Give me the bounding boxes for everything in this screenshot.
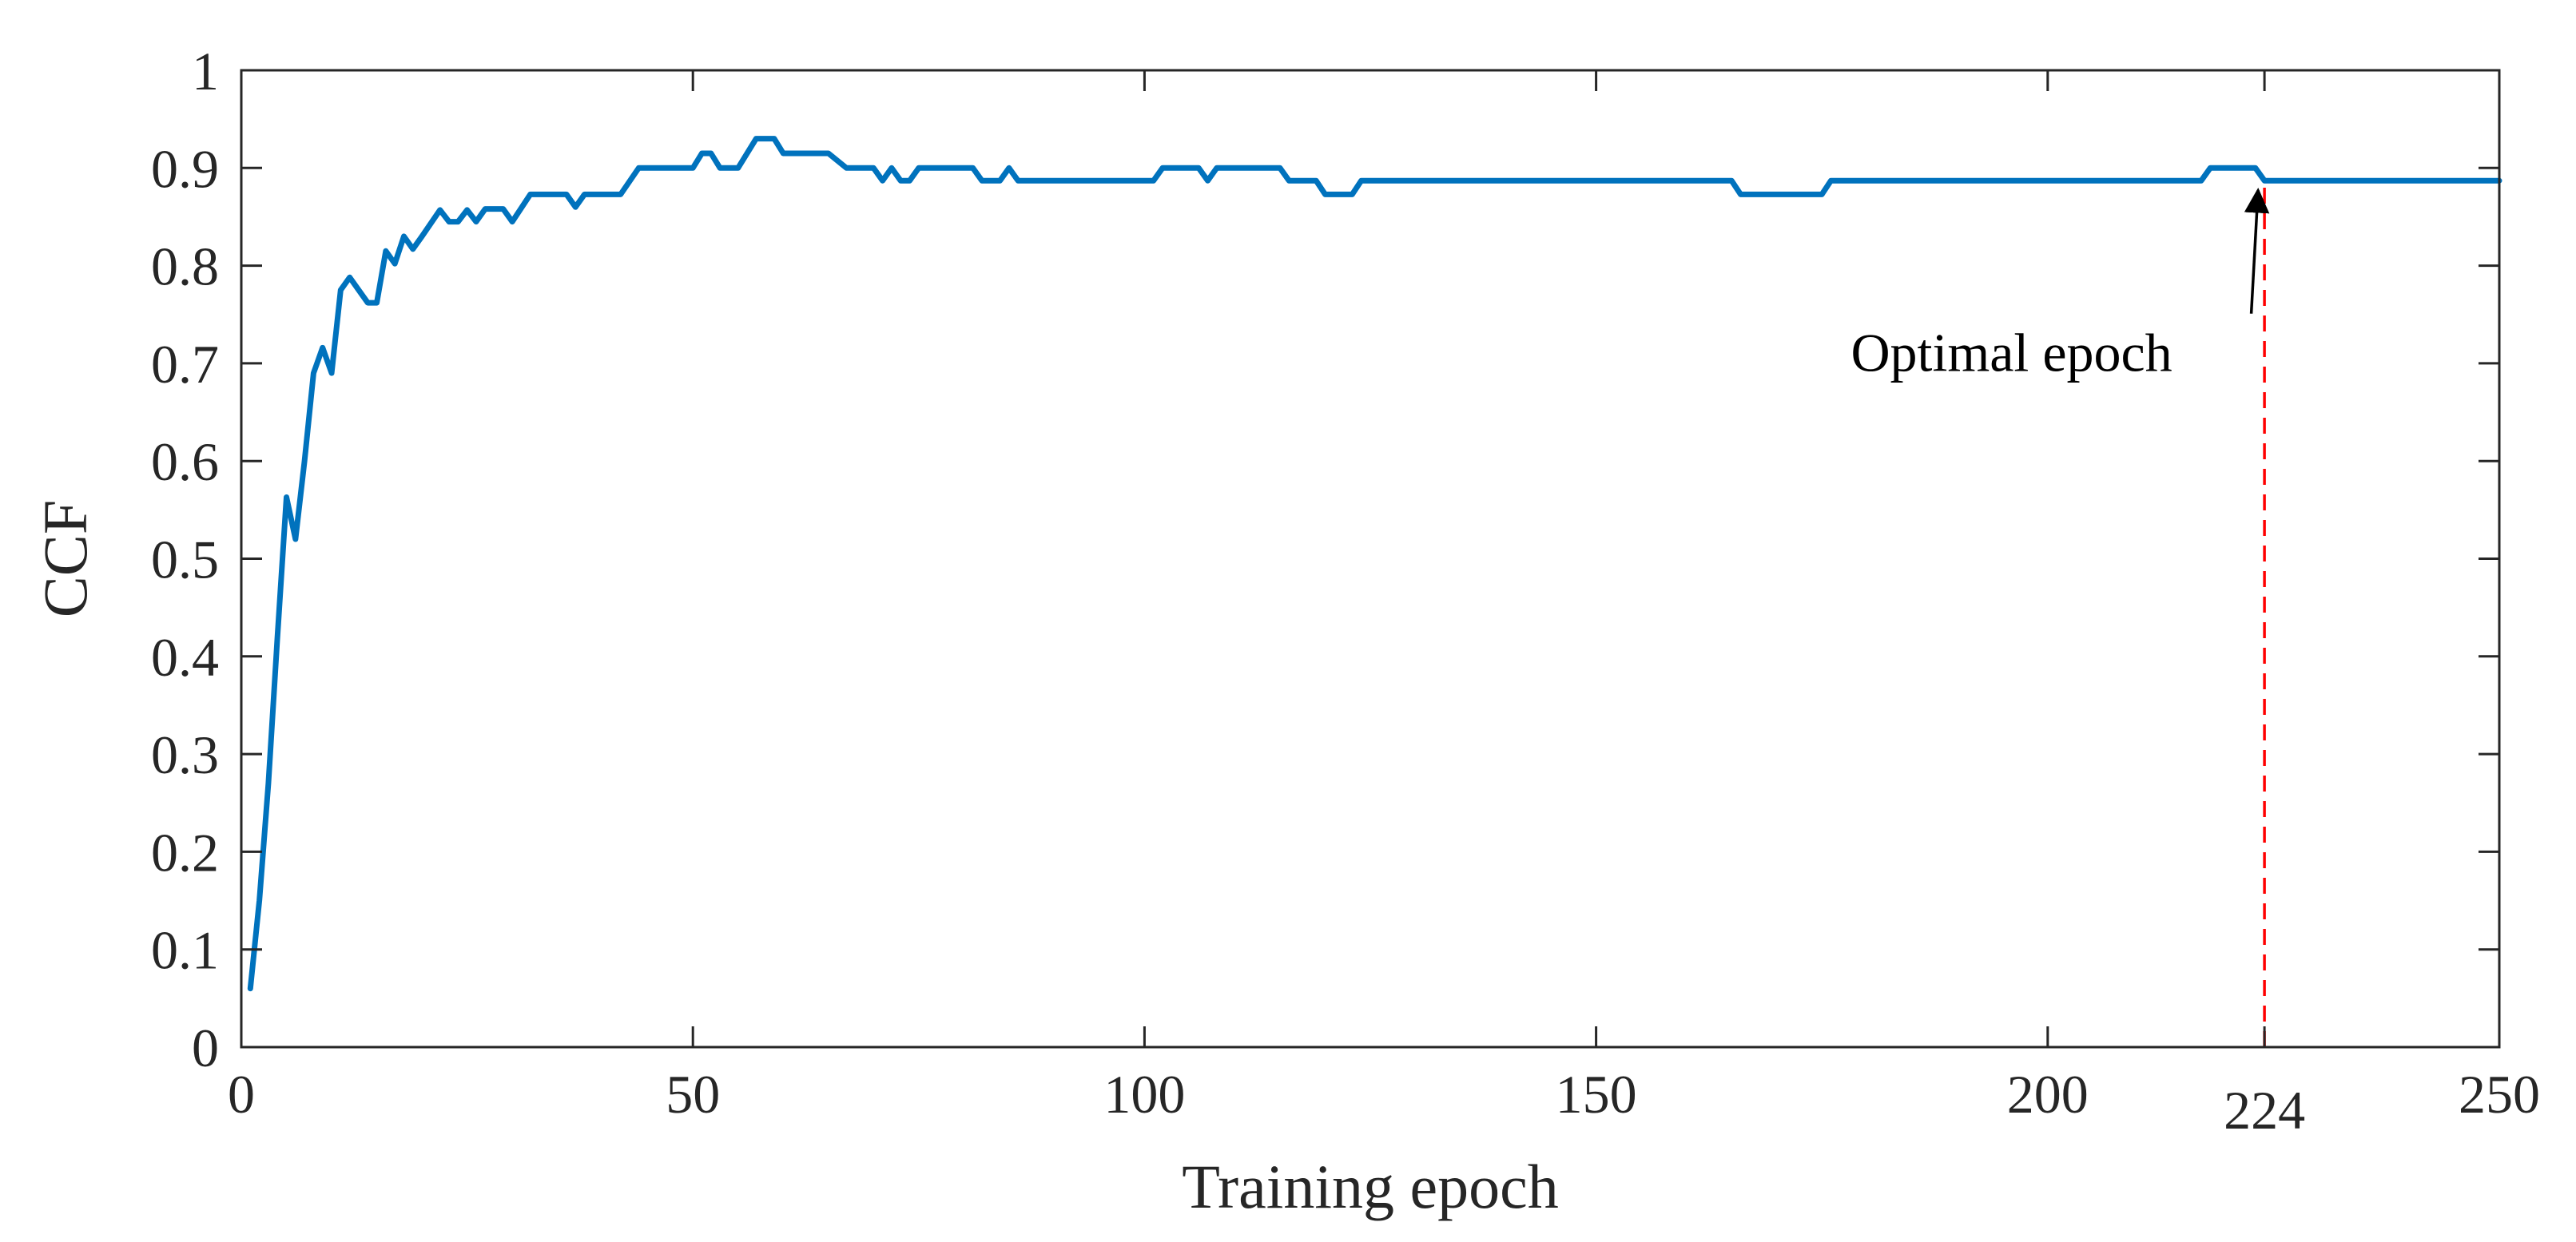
plot-area <box>241 70 2499 1047</box>
series-line-0 <box>247 136 2502 992</box>
x-tick-label: 200 <box>2007 1064 2089 1125</box>
y-tick-label: 0.5 <box>151 530 219 590</box>
y-tick-label: 0.2 <box>151 822 219 883</box>
x-tick-label: 250 <box>2459 1064 2540 1125</box>
annotations: Optimal epoch <box>1851 188 2270 383</box>
y-tick-label: 0.8 <box>151 236 219 297</box>
annotation-arrow <box>2244 188 2270 314</box>
x-tick-label: 150 <box>1556 1064 1637 1125</box>
y-axis-ticks: 0 0.1 0.2 0.3 0.4 0.5 0.6 0.7 0.8 0.9 1 <box>151 41 2499 1078</box>
x-tick-label: 100 <box>1103 1064 1185 1125</box>
y-tick-label: 0.9 <box>151 138 219 199</box>
x-tick-label: 224 <box>2224 1080 2305 1141</box>
x-axis-ticks: 0 50 100 150 200 224 250 <box>228 70 2540 1141</box>
y-axis-label: CCF <box>30 500 100 617</box>
y-tick-label: 0.6 <box>151 431 219 492</box>
y-tick-label: 0.7 <box>151 334 219 395</box>
series-layer <box>247 136 2502 992</box>
y-tick-label: 0.1 <box>151 920 219 981</box>
y-tick-label: 0 <box>192 1018 219 1078</box>
x-tick-label: 50 <box>666 1064 720 1125</box>
plot-background <box>241 70 2499 1047</box>
x-axis-label: Training epoch <box>1182 1152 1559 1221</box>
y-tick-label: 0.3 <box>151 724 219 785</box>
annotation-label: Optimal epoch <box>1851 323 2172 383</box>
y-tick-label: 1 <box>192 41 219 101</box>
y-tick-label: 0.4 <box>151 627 219 688</box>
x-tick-label: 0 <box>228 1064 255 1125</box>
